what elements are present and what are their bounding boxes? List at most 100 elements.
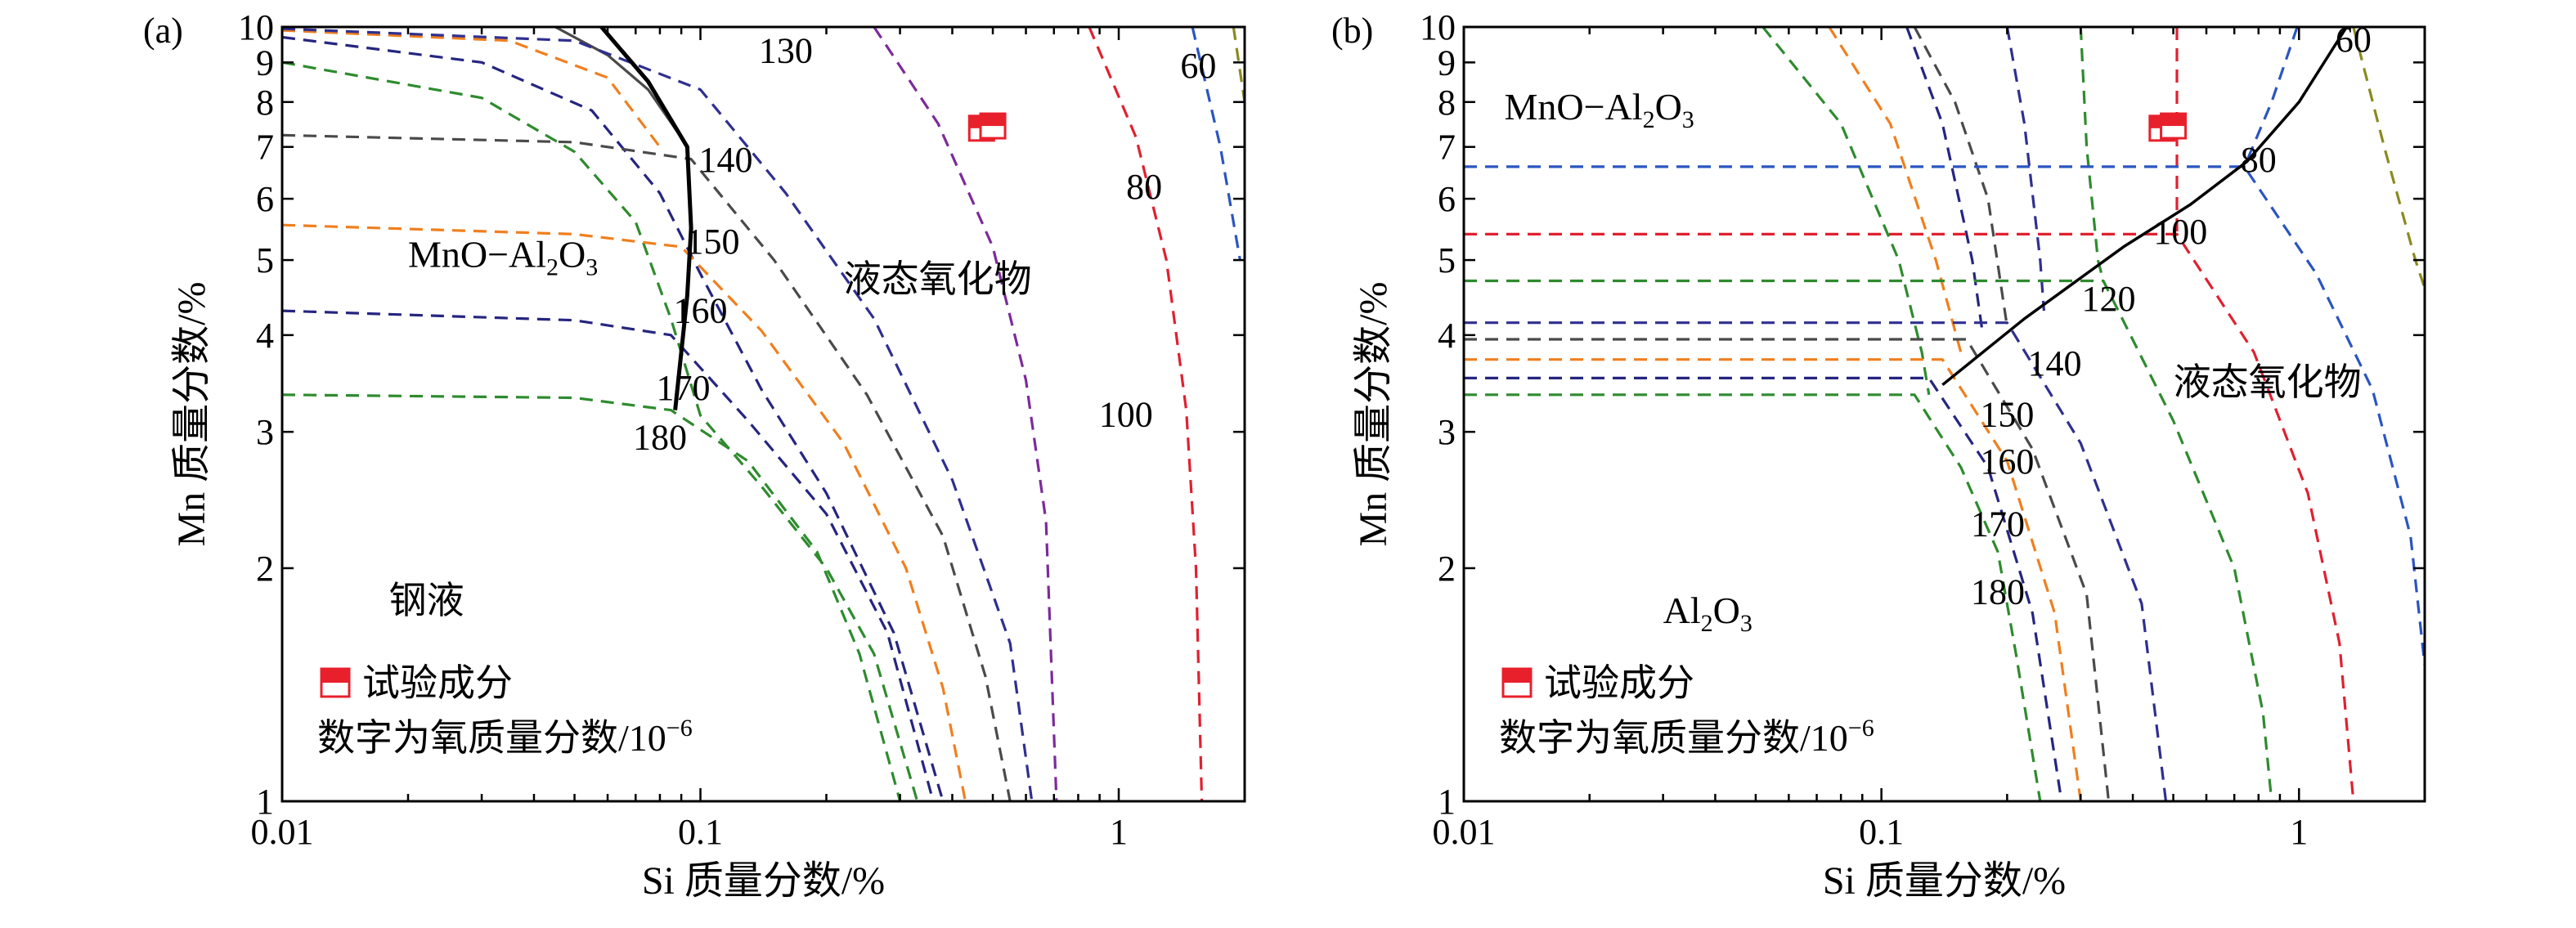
oxygen-contour-line-16	[2352, 27, 2425, 289]
axes-frame	[1462, 25, 2426, 803]
y-tick-label: 3	[256, 412, 274, 452]
oxygen-contour-line-4	[282, 223, 967, 801]
phase-boundary-line-17	[1941, 27, 2348, 387]
oxygen-contour-line-11	[1191, 27, 1241, 261]
oxygen-contour-line-12	[1232, 27, 1245, 103]
oxygen-contour-line-3	[282, 35, 945, 801]
contour-label: 150	[1980, 394, 2034, 434]
region-label: MnO−Al2O3	[408, 233, 598, 280]
oxygen-contour-line-4	[1905, 27, 1985, 336]
region-label: 液态氧化物	[844, 258, 1032, 300]
y-tick-label: 3	[1438, 412, 1456, 452]
contour-label: 140	[2028, 343, 2082, 383]
oxygen-contour-line-13	[1464, 232, 2355, 801]
oxygen-contour-line-7	[1464, 338, 2111, 801]
contour-label: 170	[657, 368, 711, 408]
contour-label: 180	[1971, 572, 2025, 612]
oxygen-contour-line-11	[1464, 279, 2273, 801]
contour-label: 80	[2241, 140, 2277, 180]
y-tick-label: 1	[256, 782, 274, 822]
experimental-point-1	[2160, 112, 2188, 140]
oxygen-contour-line-8	[2005, 27, 2045, 312]
legend-marker	[320, 667, 351, 698]
x-axis-label: Si 质量分数/%	[1823, 859, 2066, 903]
oxygen-contour-line-7	[554, 27, 683, 139]
contour-label: 60	[1180, 46, 1216, 86]
y-axis-label: Mn 质量分数/%	[170, 281, 213, 546]
oxygen-contour-line-0	[282, 393, 902, 801]
oxygen-contour-line-5	[282, 29, 662, 148]
legend-label: 试验成分	[362, 662, 513, 704]
x-axis-label: Si 质量分数/%	[642, 859, 885, 903]
oxygen-contour-line-3	[1464, 358, 2082, 801]
y-axis-label: Mn 质量分数/%	[1352, 281, 1395, 546]
region-label: Al2O3	[1663, 590, 1752, 637]
region-label: MnO−Al2O3	[1504, 86, 1694, 133]
region-label: 液态氧化物	[2174, 361, 2362, 403]
plot-area	[1464, 27, 2425, 801]
x-tick-label: 0.01	[251, 812, 314, 852]
plot-area	[282, 27, 1245, 801]
y-tick-label: 5	[256, 240, 274, 280]
contour-label: 180	[633, 417, 687, 457]
y-tick-label: 2	[1438, 549, 1456, 589]
contour-label: 80	[1126, 167, 1162, 207]
y-tick-label: 5	[1438, 240, 1456, 280]
oxygen-contour-line-9	[873, 27, 1058, 801]
oxygen-contour-line-9	[1464, 321, 2168, 801]
x-tick-label: 0.1	[1859, 812, 1904, 852]
x-tick-label: 1	[2290, 812, 2308, 852]
contour-label: 100	[1099, 394, 1153, 434]
contour-label: 120	[2081, 279, 2135, 319]
oxygen-contour-line-5	[1464, 376, 2063, 801]
oxygen-contour-line-6	[1913, 27, 2008, 327]
experimental-point-1	[979, 112, 1007, 140]
legend-marker	[1501, 667, 1533, 698]
phase-boundary-line-13	[599, 27, 693, 410]
contour-label: 60	[2336, 20, 2372, 60]
y-tick-label: 6	[1438, 179, 1456, 219]
y-tick-label: 4	[1438, 316, 1456, 356]
contour-label: 100	[2153, 212, 2207, 252]
oxygen-contour-line-2	[1828, 27, 1963, 353]
panel-label: (b)	[1331, 11, 1373, 51]
legend-note: 数字为氧质量分数/10−6	[1499, 715, 1874, 759]
contour-label: 140	[699, 140, 753, 180]
contour-label: 130	[759, 30, 813, 70]
oxygen-contour-line-15	[1464, 165, 2425, 666]
y-tick-label: 8	[1438, 83, 1456, 123]
oxygen-contour-line-10	[2079, 27, 2105, 281]
y-tick-label: 10	[1420, 7, 1456, 47]
y-tick-label: 7	[1438, 128, 1456, 168]
legend-label: 试验成分	[1544, 662, 1694, 704]
contour-label: 150	[686, 222, 740, 262]
y-tick-label: 6	[256, 179, 274, 219]
contour-label: 160	[1980, 442, 2034, 482]
x-tick-label: 0.1	[678, 812, 723, 852]
y-tick-label: 7	[256, 128, 274, 168]
region-label: 钢液	[389, 580, 464, 621]
contour-label: 160	[674, 291, 728, 331]
y-tick-label: 9	[256, 43, 274, 83]
oxygen-contour-line-1	[282, 61, 919, 801]
axes-frame	[280, 25, 1246, 803]
oxygen-contour-line-1	[1464, 393, 2042, 801]
oxygen-contour-line-8	[282, 27, 1034, 801]
oxygen-contour-line-10	[1088, 27, 1204, 801]
oxygen-contour-line-14	[2243, 27, 2299, 168]
x-tick-label: 0.01	[1433, 812, 1496, 852]
x-tick-label: 1	[1110, 812, 1128, 852]
y-tick-label: 1	[1438, 782, 1456, 822]
contour-label: 170	[1971, 504, 2025, 545]
y-tick-label: 8	[256, 83, 274, 123]
legend-note: 数字为氧质量分数/10−6	[317, 715, 693, 759]
y-tick-label: 4	[256, 316, 274, 356]
y-tick-label: 10	[238, 7, 274, 47]
y-tick-label: 9	[1438, 43, 1456, 83]
